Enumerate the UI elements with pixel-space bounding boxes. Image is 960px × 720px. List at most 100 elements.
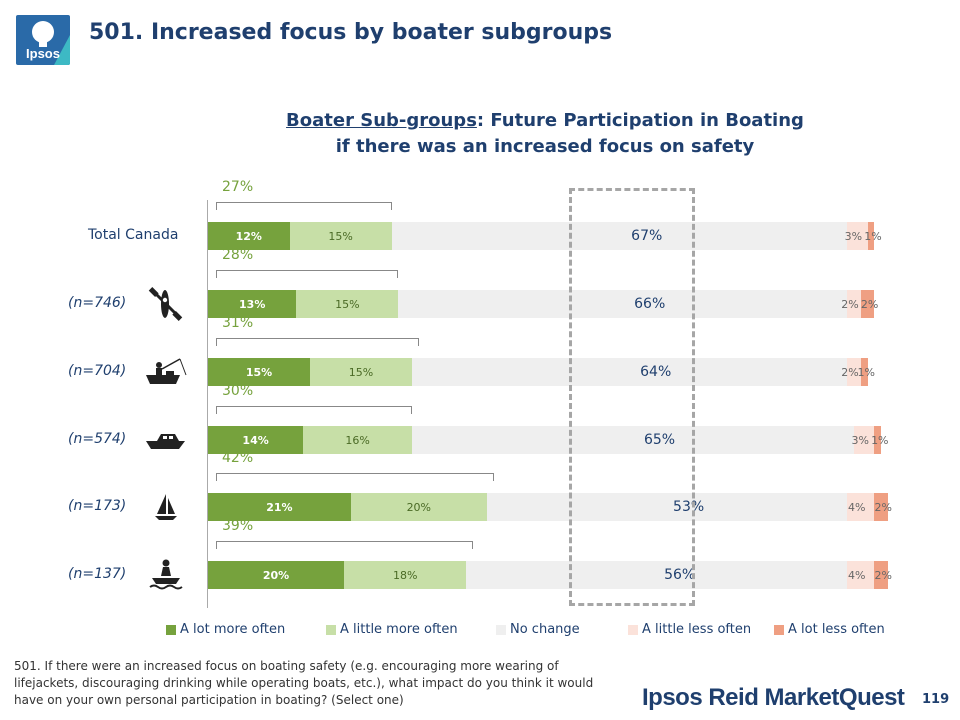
legend-item: No change (496, 622, 580, 637)
data-label: 4% (848, 568, 866, 582)
bar-segment-lot-less: 1% (857, 358, 875, 386)
data-label: 15% (348, 365, 374, 379)
bar-segment-no-change: 56% (466, 561, 848, 589)
data-label: 20% (406, 500, 432, 514)
data-label: 2% (874, 500, 892, 514)
bar-segment-lot-more: 15% (208, 358, 310, 386)
brand-wordmark: Ipsos Reid MarketQuest (642, 684, 905, 711)
chart-title-underlined: Boater Sub-groups (286, 110, 477, 131)
logo-corner (54, 35, 70, 65)
net-more-label: 31% (222, 315, 254, 331)
motorboat-icon (145, 429, 187, 455)
logo-bubble (32, 21, 54, 43)
data-label: 13% (239, 297, 266, 311)
sailboat-icon (154, 492, 178, 526)
chart-legend: A lot more often A little more often No ch… (166, 622, 896, 640)
data-label: 15% (335, 297, 360, 311)
data-label: 1% (864, 229, 882, 243)
data-label: 15% (245, 365, 273, 379)
bar-segment-little-more: 15% (296, 290, 399, 318)
category-label: Total Canada (88, 227, 179, 243)
net-more-bracket (216, 338, 419, 346)
question-footnote: 501. If there were an increased focus on… (14, 659, 594, 707)
legend-label: A little less often (642, 622, 752, 637)
data-label: 1% (871, 433, 889, 447)
bar-segment-lot-less: 2% (874, 561, 892, 589)
legend-label: A lot more often (180, 622, 286, 637)
data-label: 2% (860, 297, 879, 311)
data-label: 3% (844, 229, 863, 243)
net-more-label: 27% (222, 179, 254, 195)
data-label: 66% (634, 296, 666, 312)
legend-swatch (774, 624, 784, 635)
net-more-bracket (216, 202, 392, 210)
legend-item: A lot less often (774, 622, 885, 637)
legend-item: A little more often (326, 622, 458, 637)
data-label: 2% (874, 568, 892, 582)
kayak-icon (148, 286, 184, 326)
data-label: 2% (841, 365, 859, 379)
category-label: (n=137) (68, 566, 127, 582)
data-label: 21% (266, 500, 293, 514)
data-label: 12% (235, 229, 262, 243)
bar-segment-no-change: 67% (391, 222, 848, 250)
net-more-bracket (216, 541, 474, 549)
fishing-boat-icon (144, 357, 188, 391)
no-change-highlight-box (569, 188, 695, 606)
bar-segment-lot-more: 12% (208, 222, 290, 250)
net-more-label: 42% (222, 450, 254, 466)
net-more-label: 30% (222, 383, 254, 399)
bar-segment-little-less: 3% (844, 222, 868, 250)
bar-segment-no-change: 64% (412, 358, 848, 386)
net-more-label: 28% (222, 247, 254, 263)
data-label: 4% (848, 500, 866, 514)
legend-swatch (496, 624, 506, 635)
bar-segment-little-more: 15% (289, 222, 392, 250)
legend-item: A lot more often (166, 622, 285, 637)
bar-segment-little-less: 2% (841, 290, 861, 318)
net-more-bracket (216, 473, 494, 481)
data-label: 67% (631, 228, 663, 244)
data-label: 53% (673, 499, 705, 515)
chart-title-line2: if there was an increased focus on safet… (335, 136, 755, 157)
legend-label: A lot less often (788, 622, 885, 637)
page-number: 119 (922, 692, 950, 707)
logo-text: Ipsos (26, 46, 60, 61)
legend-label: No change (510, 622, 580, 637)
category-axis-line (207, 200, 208, 608)
bar-segment-lot-less: 2% (860, 290, 879, 318)
category-label: (n=173) (68, 498, 127, 514)
bar-segment-little-more: 18% (344, 561, 467, 589)
category-label: (n=574) (68, 431, 127, 447)
data-label: 20% (262, 568, 290, 582)
bar-segment-lot-more: 13% (208, 290, 297, 318)
data-label: 1% (857, 365, 875, 379)
bar-segment-lot-less: 2% (874, 493, 892, 521)
data-label: 18% (392, 568, 418, 582)
data-label: 65% (643, 432, 676, 448)
legend-swatch (628, 624, 638, 635)
data-label: 14% (242, 433, 269, 447)
chart-title-rest: : Future Participation in Boating (476, 110, 804, 131)
data-label: 16% (345, 433, 370, 447)
jetski-icon (148, 558, 184, 596)
data-label: 64% (640, 364, 672, 380)
bar-segment-no-change: 66% (398, 290, 848, 318)
bar-segment-lot-more: 14% (208, 426, 304, 454)
data-label: 2% (841, 297, 859, 311)
bar-segment-lot-less: 1% (871, 426, 889, 454)
legend-swatch (166, 624, 176, 635)
bar-segment-lot-less: 1% (864, 222, 882, 250)
bar-segment-little-less: 4% (847, 561, 875, 589)
bar-segment-no-change: 65% (412, 426, 854, 454)
logo-stem (39, 37, 47, 47)
legend-item: A little less often (628, 622, 751, 637)
bar-segment-little-less: 3% (851, 426, 875, 454)
bar-segment-little-more: 20% (350, 493, 487, 521)
category-label: (n=704) (68, 363, 127, 379)
net-more-bracket (216, 270, 399, 278)
category-label: (n=746) (68, 295, 127, 311)
bar-segment-lot-more: 21% (208, 493, 351, 521)
bar-segment-little-more: 15% (310, 358, 412, 386)
legend-swatch (326, 624, 336, 635)
